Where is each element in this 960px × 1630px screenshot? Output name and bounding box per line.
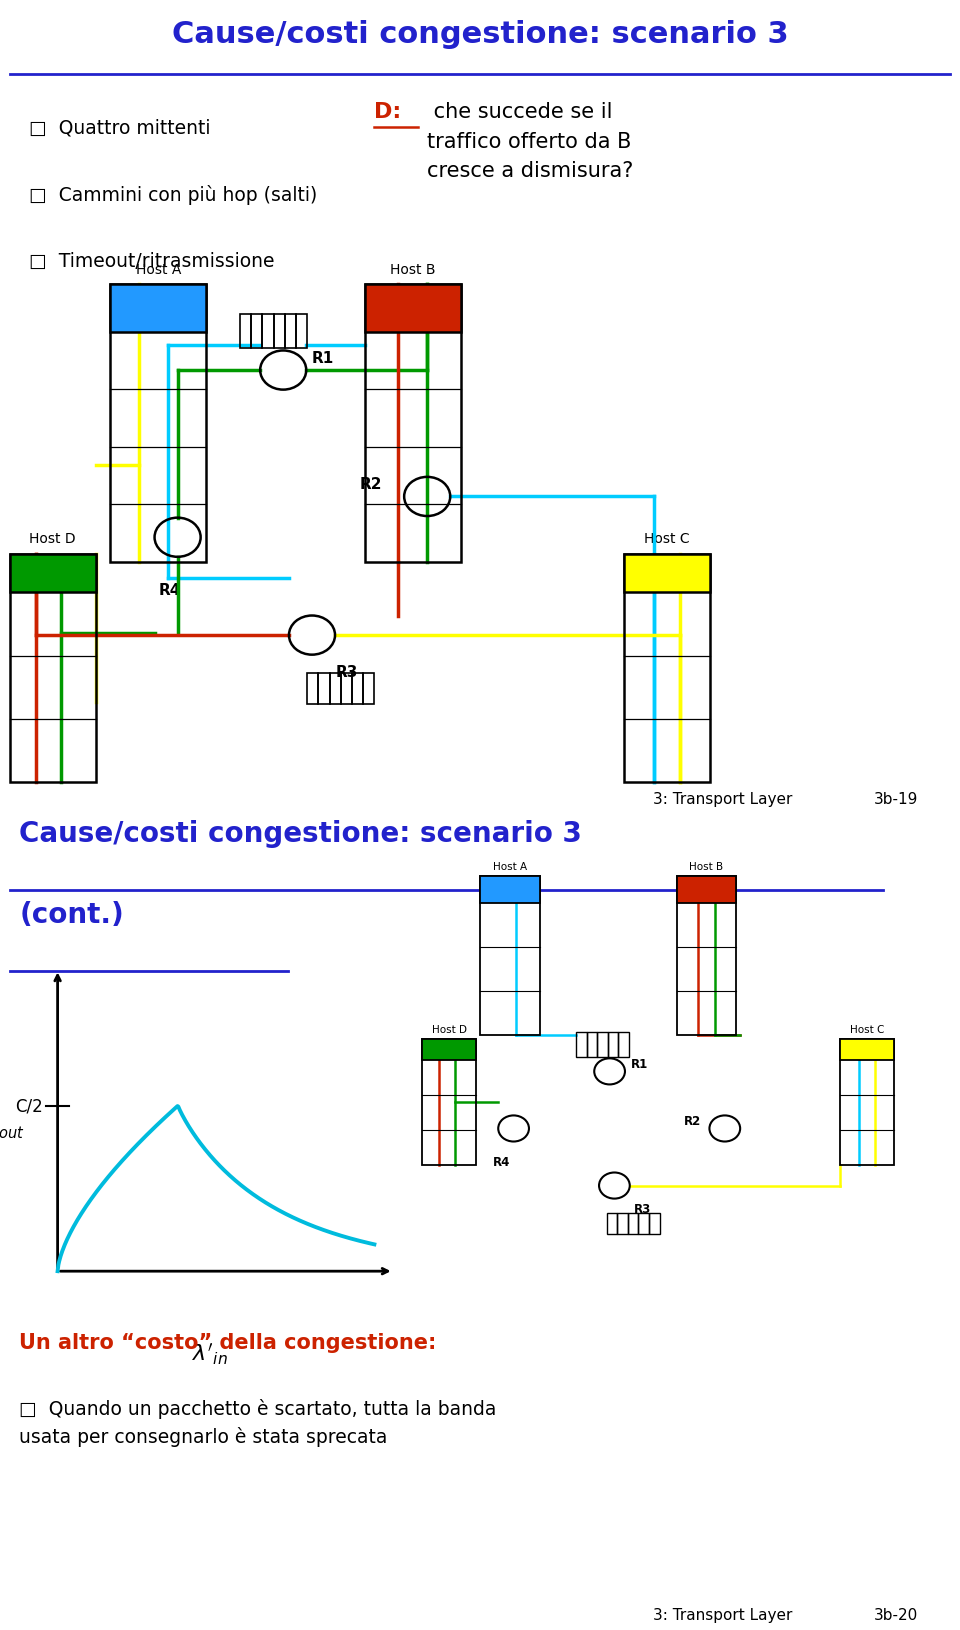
Bar — [352, 675, 363, 704]
Bar — [365, 285, 461, 333]
Text: □  Quattro mittenti: □ Quattro mittenti — [29, 119, 210, 137]
Text: $\lambda_{out}$: $\lambda_{out}$ — [0, 1117, 25, 1141]
Text: D:: D: — [374, 101, 401, 122]
Bar — [840, 1040, 894, 1061]
Text: R3: R3 — [634, 1203, 651, 1216]
Text: Cause/costi congestione: scenario 3: Cause/costi congestione: scenario 3 — [172, 21, 788, 49]
Text: (cont.): (cont.) — [19, 900, 124, 929]
Text: Host A: Host A — [135, 262, 181, 277]
Bar — [10, 554, 96, 593]
Text: Host C: Host C — [644, 531, 690, 546]
Bar — [649, 1213, 660, 1236]
Bar — [274, 315, 285, 349]
Text: R2: R2 — [360, 478, 382, 492]
Text: □  Quando un pacchetto è scartato, tutta la banda
usata per consegnarlo è stata : □ Quando un pacchetto è scartato, tutta … — [19, 1399, 496, 1446]
Bar — [252, 315, 262, 349]
Text: □  Cammini con più hop (salti): □ Cammini con più hop (salti) — [29, 184, 317, 205]
Bar — [240, 315, 252, 349]
Text: 3b-20: 3b-20 — [874, 1607, 918, 1622]
Bar — [624, 554, 710, 782]
Text: Host C: Host C — [850, 1024, 884, 1035]
Bar — [840, 1040, 894, 1165]
Bar — [587, 1033, 597, 1058]
Bar — [480, 877, 540, 903]
Text: Host D: Host D — [432, 1024, 467, 1035]
Bar — [365, 285, 461, 562]
Text: Host B: Host B — [390, 262, 436, 277]
Text: R4: R4 — [492, 1156, 510, 1169]
Text: □  Timeout/ritrasmissione: □ Timeout/ritrasmissione — [29, 251, 275, 271]
Bar — [677, 877, 736, 1035]
Bar — [110, 285, 206, 333]
Text: che succede se il
traffico offerto da B
cresce a dismisura?: che succede se il traffico offerto da B … — [427, 101, 634, 181]
Bar — [422, 1040, 476, 1061]
Bar — [576, 1033, 587, 1058]
Bar — [422, 1040, 476, 1165]
Bar — [110, 285, 206, 562]
Text: 3: Transport Layer: 3: Transport Layer — [653, 1607, 792, 1622]
Text: Un altro “costo” della congestione:: Un altro “costo” della congestione: — [19, 1333, 437, 1353]
Bar — [363, 675, 374, 704]
Text: Cause/costi congestione: scenario 3: Cause/costi congestione: scenario 3 — [19, 818, 582, 848]
Bar — [624, 554, 710, 593]
Text: $\lambda'_{in}$: $\lambda'_{in}$ — [192, 1340, 228, 1366]
Text: C/2: C/2 — [15, 1097, 43, 1115]
Text: R1: R1 — [631, 1058, 648, 1071]
Bar — [617, 1213, 628, 1236]
Bar — [597, 1033, 608, 1058]
Text: R2: R2 — [684, 1115, 701, 1128]
Bar — [618, 1033, 629, 1058]
Bar — [638, 1213, 649, 1236]
Bar — [608, 1033, 618, 1058]
Text: R4: R4 — [158, 584, 180, 598]
Bar — [480, 877, 540, 1035]
Bar — [307, 675, 319, 704]
Bar — [329, 675, 341, 704]
Text: Host B: Host B — [689, 861, 724, 870]
Bar — [296, 315, 307, 349]
Text: 3: Transport Layer: 3: Transport Layer — [653, 792, 792, 807]
Bar — [319, 675, 329, 704]
Text: R3: R3 — [336, 665, 358, 680]
Bar — [628, 1213, 638, 1236]
Bar — [607, 1213, 617, 1236]
Bar — [262, 315, 274, 349]
Text: Host A: Host A — [492, 861, 527, 870]
Bar — [677, 877, 736, 903]
Text: 3b-19: 3b-19 — [874, 792, 918, 807]
Bar — [285, 315, 296, 349]
Text: R1: R1 — [312, 350, 334, 365]
Bar — [10, 554, 96, 782]
Text: Host D: Host D — [30, 531, 76, 546]
Bar — [341, 675, 352, 704]
